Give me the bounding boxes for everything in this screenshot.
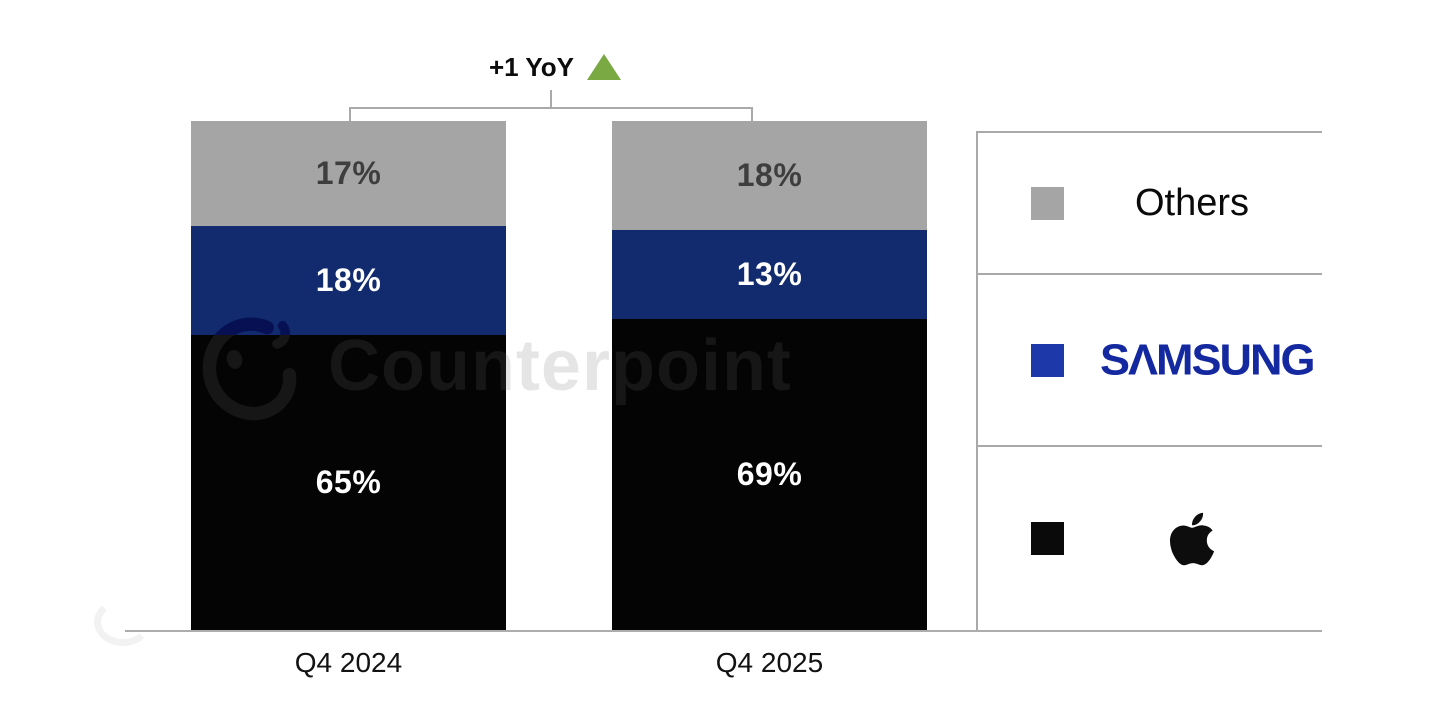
apple-logo-icon [1169,512,1215,565]
legend-panel: Others SΛMSUNG [976,131,1322,630]
segment-others: 17% [191,121,506,226]
stacked-bar-q4-2024: 17% 18% 65% [191,121,506,631]
segment-samsung: 13% [612,229,927,319]
stacked-bar-q4-2025: 18% 13% 69% [612,121,927,631]
segment-samsung: 18% [191,225,506,335]
segment-apple: 69% [612,318,927,631]
samsung-swatch [1031,343,1064,377]
x-tick-label-q4-2024: Q4 2024 [294,647,403,678]
legend-row-samsung: SΛMSUNG [978,275,1322,447]
samsung-logo: SΛMSUNG [1100,335,1316,384]
x-tick-label-q4-2025: Q4 2025 [715,647,824,678]
up-triangle-icon [587,54,622,80]
yoy-bracket-left-tick [349,107,351,122]
apple-swatch [1031,522,1064,555]
x-axis-line [125,630,1322,632]
segment-apple: 65% [191,334,506,631]
yoy-bracket-line [349,107,753,109]
legend-row-apple [978,447,1322,630]
legend-row-others: Others [978,133,1322,275]
others-label: Others [1135,181,1250,224]
yoy-bracket-mid-tick [550,90,552,108]
others-swatch [1031,186,1064,220]
yoy-bracket-right-tick [751,107,753,122]
yoy-label: +1 YoY [488,51,575,82]
cropped-watermark-artifact [94,598,152,646]
segment-others: 18% [612,121,927,230]
yoy-annotation: +1 YoY [460,51,650,83]
